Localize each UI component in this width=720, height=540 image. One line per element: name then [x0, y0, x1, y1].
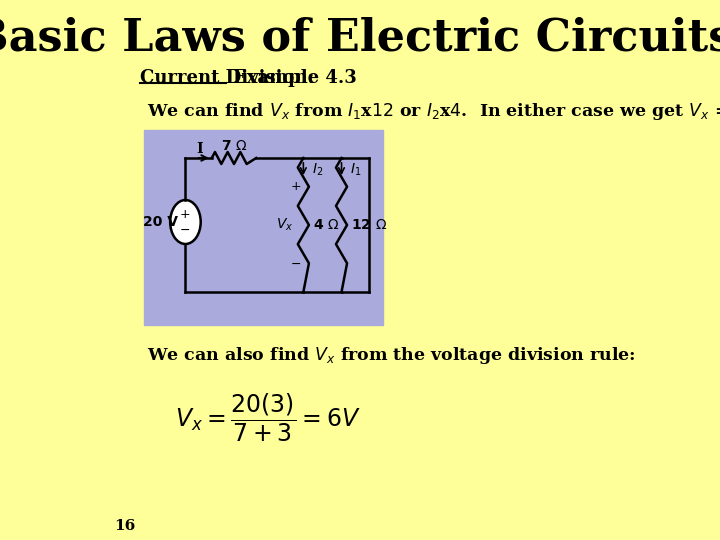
Text: $V_x$: $V_x$ [276, 217, 294, 233]
Text: −: − [180, 224, 191, 237]
Text: 20 V: 20 V [143, 215, 179, 229]
Text: 4 $\Omega$: 4 $\Omega$ [313, 218, 340, 232]
Text: We can find $V_x$ from $I_1\mathregular{x}12$ or $I_2\mathregular{x}4$.  In eith: We can find $V_x$ from $I_1\mathregular{… [148, 102, 720, 123]
Text: 16: 16 [114, 519, 136, 533]
Text: Current Division:: Current Division: [140, 69, 315, 87]
Circle shape [170, 200, 201, 244]
Text: Example 4.3: Example 4.3 [233, 69, 356, 87]
Text: +: + [291, 179, 302, 192]
Text: −: − [291, 258, 302, 271]
Text: I: I [196, 142, 202, 156]
Text: $I_2$: $I_2$ [312, 162, 323, 178]
Text: $V_x = \dfrac{20(3)}{7+3} = 6V$: $V_x = \dfrac{20(3)}{7+3} = 6V$ [175, 392, 361, 444]
Text: We can also find $V_x$ from the voltage division rule:: We can also find $V_x$ from the voltage … [148, 345, 636, 366]
Text: 12 $\Omega$: 12 $\Omega$ [351, 218, 387, 232]
Text: 7 $\Omega$: 7 $\Omega$ [221, 139, 247, 153]
Text: Basic Laws of Electric Circuits: Basic Laws of Electric Circuits [0, 17, 720, 59]
Text: +: + [180, 207, 191, 220]
FancyBboxPatch shape [144, 130, 383, 325]
Text: $I_1$: $I_1$ [350, 162, 361, 178]
